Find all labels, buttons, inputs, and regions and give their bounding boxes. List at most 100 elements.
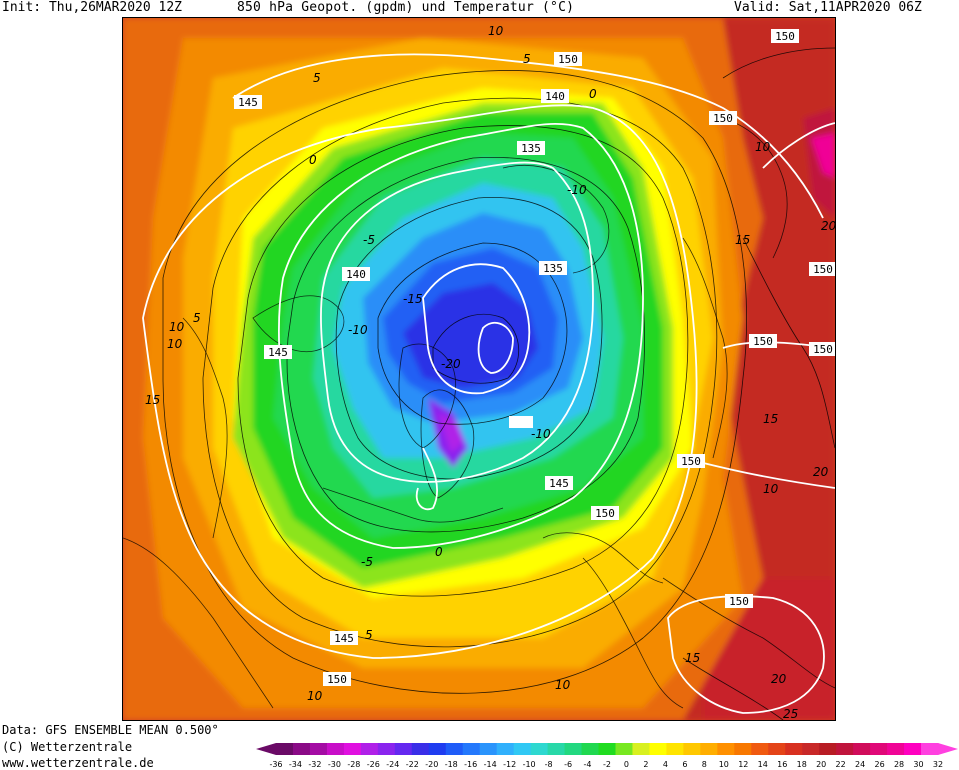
scale-tick-label: -10	[523, 760, 536, 769]
scale-swatch	[751, 743, 769, 755]
scale-tick-label: 6	[682, 760, 687, 769]
scale-tick-label: 12	[738, 760, 748, 769]
scale-swatch	[666, 743, 684, 755]
temperature-label: 10	[555, 678, 571, 692]
geopotential-label: 145	[549, 477, 569, 490]
scale-tick-label: -18	[445, 760, 458, 769]
scale-swatch	[276, 743, 294, 755]
scale-swatch	[870, 743, 888, 755]
scale-swatch	[513, 743, 532, 755]
scale-swatch	[683, 743, 701, 755]
scale-tick-label: 30	[913, 760, 923, 769]
scale-swatch	[615, 743, 633, 755]
scale-swatch	[768, 743, 786, 755]
temperature-label: 15	[145, 393, 160, 407]
scale-tick-label: 2	[643, 760, 648, 769]
scale-swatch	[921, 743, 939, 755]
scale-tick-label: -28	[347, 760, 360, 769]
scale-tick-label: -24	[386, 760, 399, 769]
geopotential-label: 150	[813, 343, 833, 356]
scale-tick-label: 20	[816, 760, 826, 769]
scale-swatch	[700, 743, 718, 755]
scale-tick-label: 4	[663, 760, 668, 769]
temperature-label: 10	[169, 320, 185, 334]
geopotential-label: 150	[753, 335, 773, 348]
scale-swatch	[309, 743, 328, 755]
scale-swatch	[377, 743, 396, 755]
scale-arrow-right	[938, 743, 958, 755]
scale-tick-label: -30	[328, 760, 341, 769]
website-url: www.wetterzentrale.de	[2, 756, 154, 770]
scale-tick-label: 10	[719, 760, 729, 769]
temperature-label: -20	[441, 357, 461, 371]
temperature-label: 20	[821, 219, 835, 233]
temperature-label: 10	[167, 337, 183, 351]
temperature-label: -10	[348, 323, 368, 337]
scale-tick-label: -36	[269, 760, 282, 769]
geopotential-label: 140	[346, 268, 366, 281]
temperature-label: -5	[361, 555, 373, 569]
geopotential-label: 150	[713, 112, 733, 125]
scale-tick-label: -4	[584, 760, 592, 769]
scale-swatch	[428, 743, 447, 755]
geopotential-label: 145	[268, 346, 288, 359]
scale-tick-label: 24	[855, 760, 865, 769]
scale-swatch	[530, 743, 549, 755]
scale-swatch	[343, 743, 362, 755]
scale-tick-label: 28	[894, 760, 904, 769]
temperature-label: 10	[763, 482, 779, 496]
geopotential-label: 135	[543, 262, 563, 275]
geopotential-label: 150	[327, 673, 347, 686]
scale-tick-label: -12	[503, 760, 516, 769]
temperature-label: -5	[363, 233, 375, 247]
scale-tick-label: 16	[777, 760, 787, 769]
geopotential-label: 150	[681, 455, 701, 468]
scale-swatch	[292, 743, 311, 755]
coastlines	[123, 117, 835, 709]
marker-box	[509, 416, 533, 428]
scale-tick-label: 32	[933, 760, 943, 769]
forecast-map[interactable]: 150 145 140 135 150 145 140 135 145 150 …	[122, 17, 836, 721]
scale-tick-label: -22	[406, 760, 419, 769]
scale-tick-label: -34	[289, 760, 302, 769]
scale-swatch	[598, 743, 616, 755]
geopotential-label: 145	[334, 632, 354, 645]
temperature-label: 25	[783, 707, 798, 720]
scale-tick-label: -8	[545, 760, 553, 769]
scale-swatch	[717, 743, 735, 755]
temperature-label: -10	[531, 427, 551, 441]
temperature-label: 10	[307, 689, 323, 703]
scale-swatch	[734, 743, 752, 755]
geopotential-label: 150	[595, 507, 615, 520]
scale-swatch	[547, 743, 566, 755]
scale-swatch	[360, 743, 379, 755]
scale-swatch	[853, 743, 871, 755]
geopotential-label: 150	[729, 595, 749, 608]
geopotential-label: 150	[558, 53, 578, 66]
scale-tick-label: -6	[564, 760, 572, 769]
scale-swatch	[462, 743, 481, 755]
scale-swatch	[326, 743, 345, 755]
scale-tick-label: 8	[702, 760, 707, 769]
scale-tick-label: 0	[624, 760, 629, 769]
temperature-label: 15	[685, 651, 700, 665]
temperature-label: 15	[763, 412, 778, 426]
temperature-label: -15	[403, 292, 423, 306]
temperature-label: 20	[813, 465, 829, 479]
temperature-color-scale: -36 -34 -32 -30 -28 -26 -24 -22 -20 -18 -16 -14 -12-…	[256, 743, 958, 769]
temperature-label: 5	[313, 71, 321, 85]
geopotential-labels: 150 145 140 135 150 145 140 135 145 150 …	[234, 29, 835, 686]
scale-tick-label: 22	[836, 760, 846, 769]
temperature-label: 0	[435, 545, 443, 559]
scale-swatch	[479, 743, 498, 755]
scale-swatch	[496, 743, 515, 755]
scale-swatch	[581, 743, 600, 755]
scale-tick-label: 18	[797, 760, 807, 769]
geopotential-label: 150	[775, 30, 795, 43]
scale-tick-label: 26	[874, 760, 884, 769]
scale-swatch	[819, 743, 837, 755]
temperature-label: 5	[193, 311, 201, 325]
chart-title: 850 hPa Geopot. (gpdm) und Temperatur (°…	[237, 0, 575, 15]
scale-swatch	[394, 743, 413, 755]
scale-tick-label: -26	[367, 760, 380, 769]
